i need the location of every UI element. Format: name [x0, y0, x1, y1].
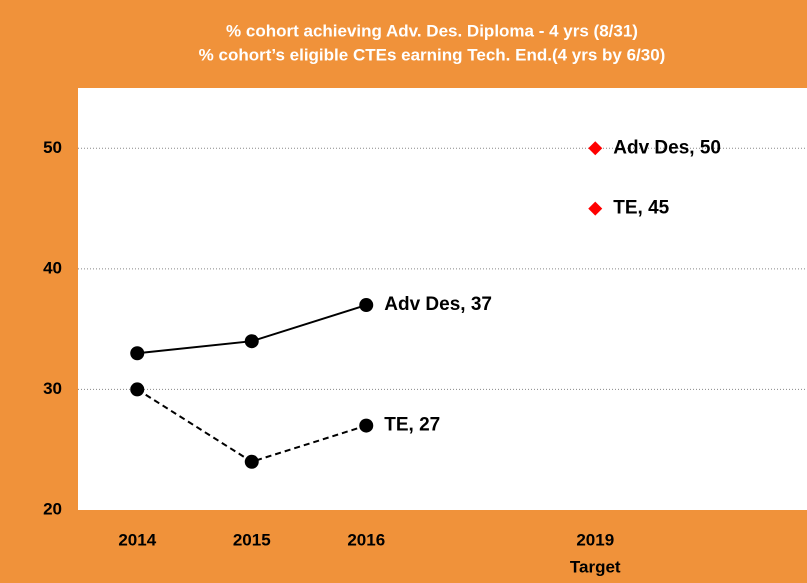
series-point: [244, 334, 259, 349]
chart-subtitle: % cohort’s eligible CTEs earning Tech. E…: [199, 45, 666, 64]
data-label: Adv Des, 50: [613, 137, 721, 158]
series-point: [130, 382, 145, 397]
series-point: [130, 346, 145, 361]
y-tick-label: 50: [43, 138, 62, 157]
data-label: TE, 27: [384, 415, 440, 436]
series-point: [359, 418, 374, 433]
y-tick-label: 40: [43, 258, 62, 277]
plot-area: [78, 88, 807, 510]
y-tick-label: 20: [43, 499, 62, 518]
data-label: Adv Des, 37: [384, 294, 492, 315]
x-tick-label: 2016: [347, 530, 385, 549]
series-point: [359, 298, 374, 313]
series-point: [244, 454, 259, 469]
x-tick-label: 2015: [233, 530, 271, 549]
target-point: [588, 201, 603, 216]
x-tick-label: 2019: [576, 530, 614, 549]
x-tick-sublabel: Target: [570, 557, 621, 576]
y-tick-label: 30: [43, 379, 62, 398]
data-label: TE, 45: [613, 198, 669, 219]
x-tick-label: 2014: [118, 530, 156, 549]
target-point: [588, 141, 603, 156]
chart-title: % cohort achieving Adv. Des. Diploma - 4…: [226, 21, 638, 40]
